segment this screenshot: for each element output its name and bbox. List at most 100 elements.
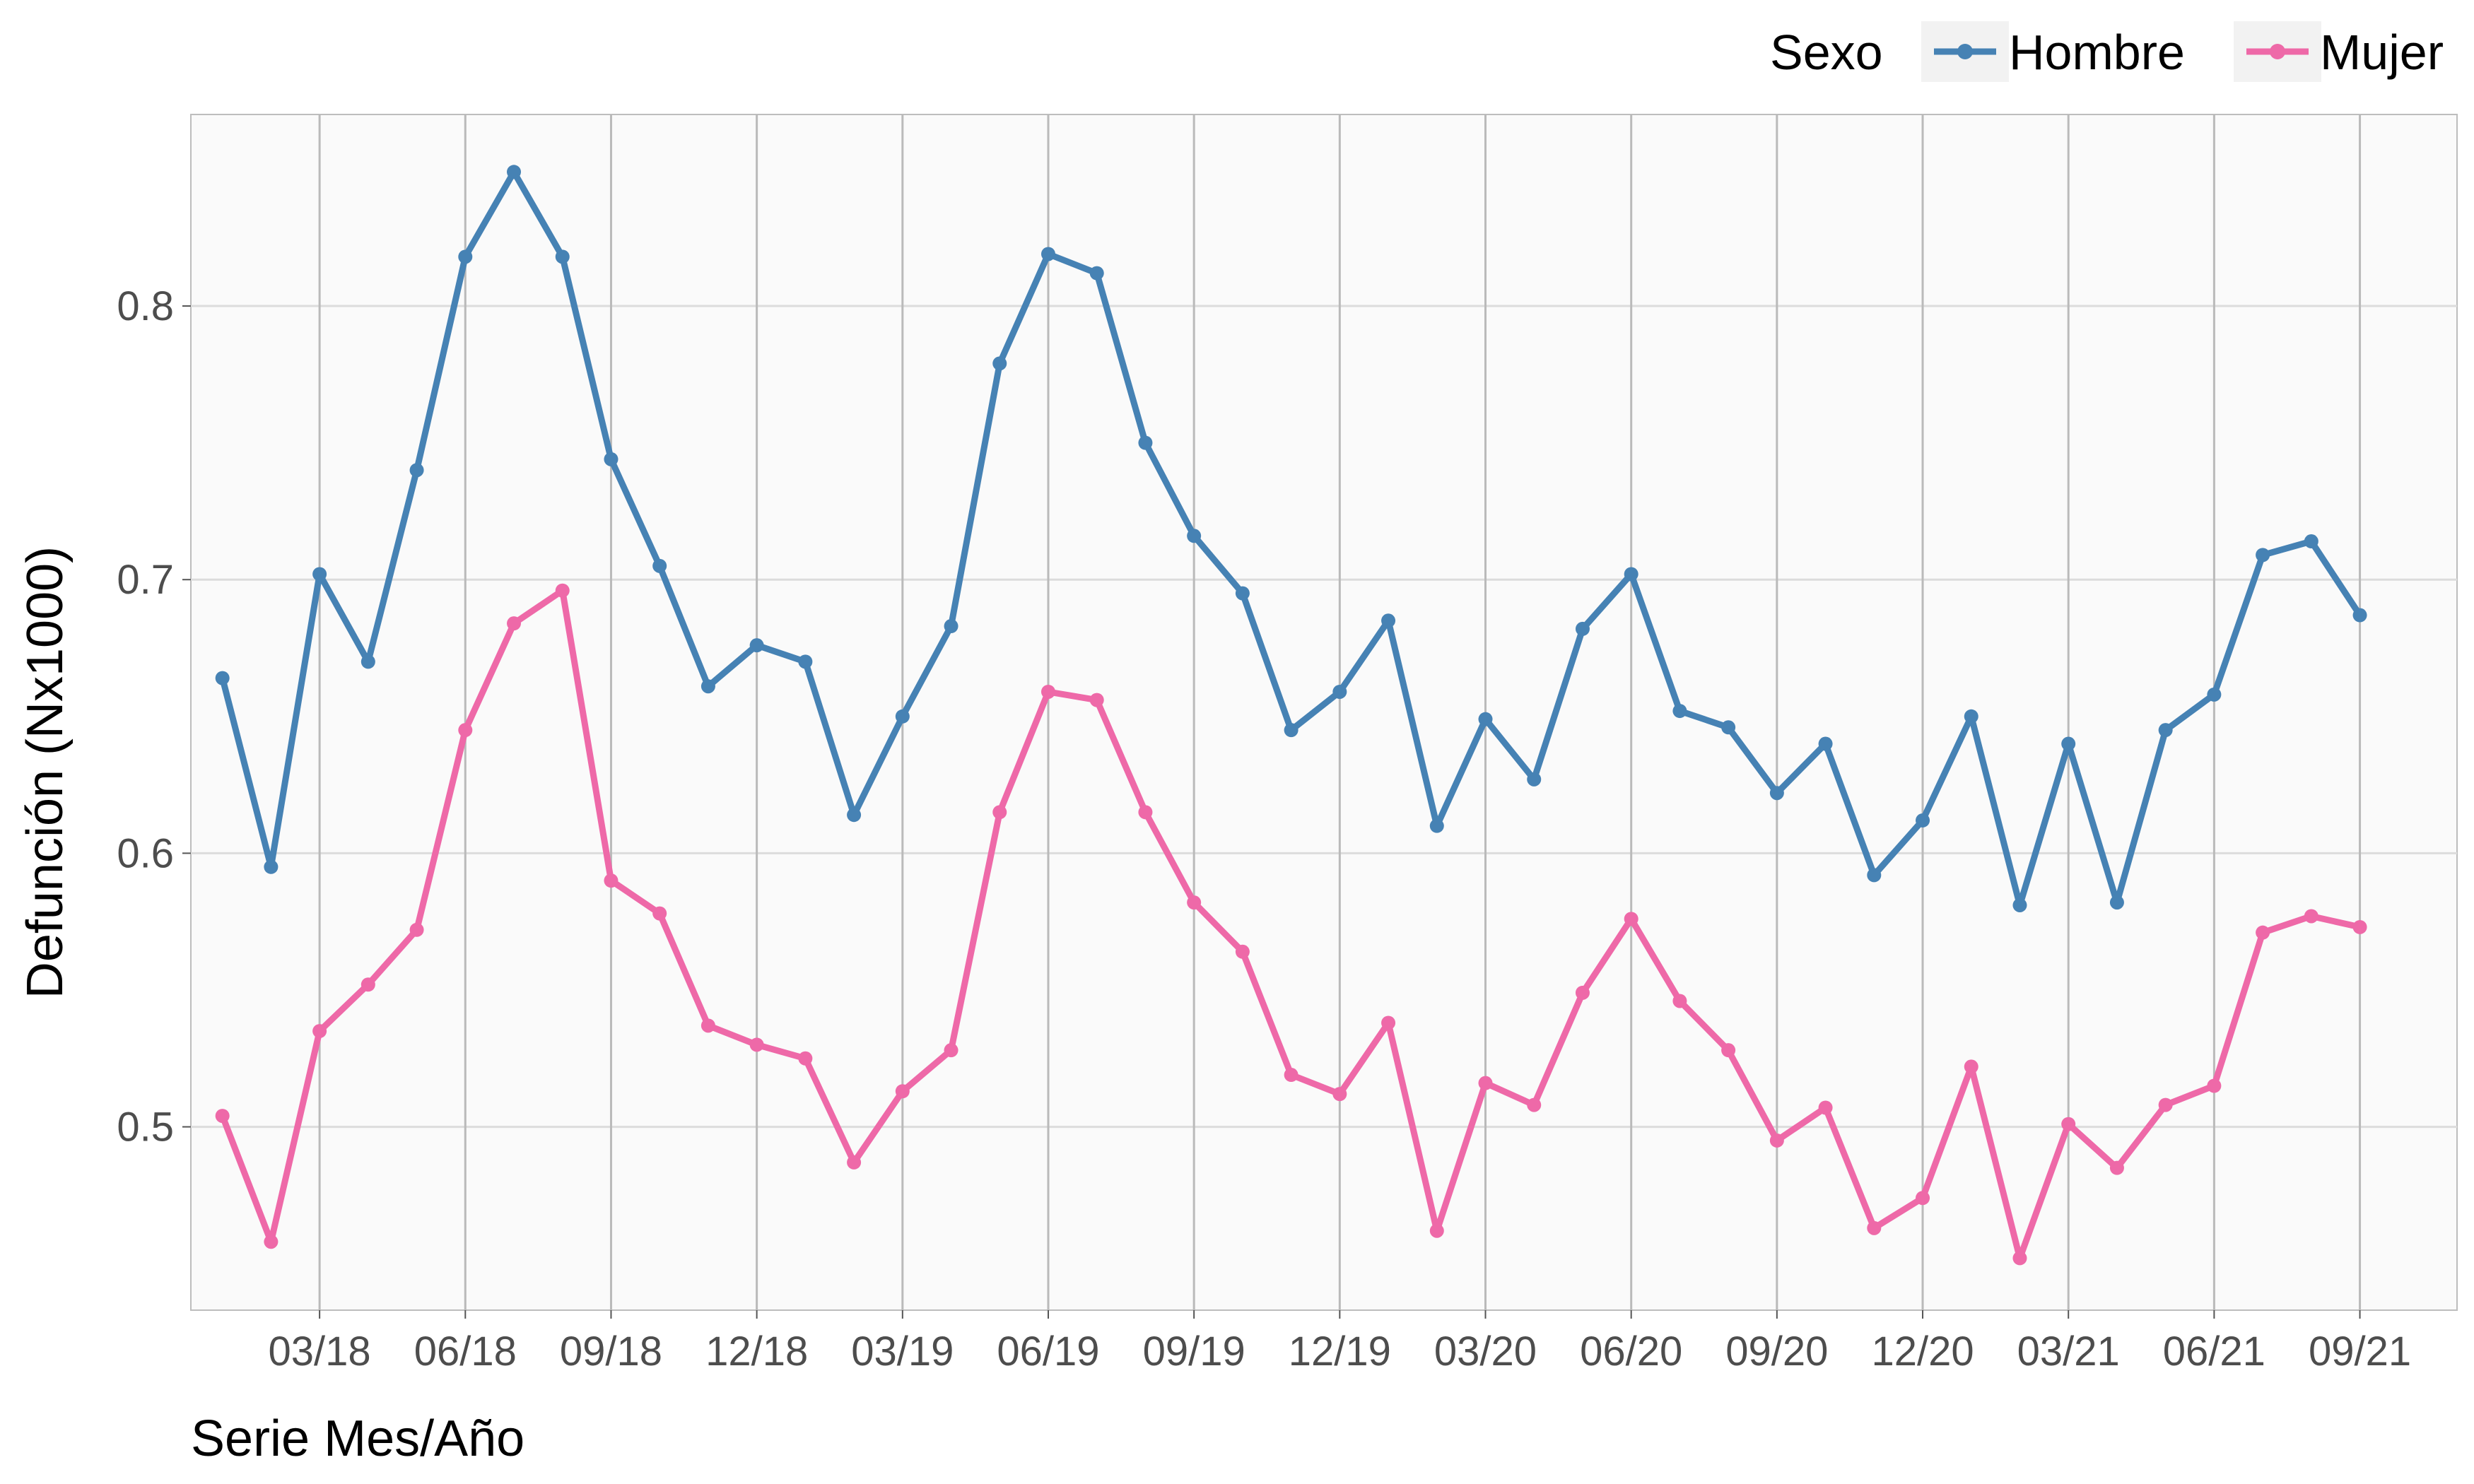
data-point-hombre bbox=[992, 356, 1007, 371]
data-point-mujer bbox=[1381, 1015, 1396, 1030]
data-point-hombre bbox=[312, 567, 327, 582]
data-point-mujer bbox=[2352, 919, 2367, 934]
x-tick-label: 06/20 bbox=[1580, 1329, 1682, 1374]
x-tick-label: 12/18 bbox=[705, 1329, 808, 1374]
data-point-hombre bbox=[1672, 704, 1687, 719]
data-point-hombre bbox=[700, 679, 715, 694]
x-tick-label: 06/19 bbox=[997, 1329, 1099, 1374]
data-point-hombre bbox=[1867, 868, 1882, 883]
data-point-mujer bbox=[798, 1051, 813, 1066]
data-point-hombre bbox=[1429, 818, 1444, 833]
data-point-mujer bbox=[1284, 1068, 1298, 1083]
x-tick-label: 09/18 bbox=[560, 1329, 662, 1374]
data-point-mujer bbox=[992, 805, 1007, 820]
data-point-hombre bbox=[749, 638, 764, 653]
data-point-mujer bbox=[1624, 912, 1638, 926]
x-tick-label: 12/20 bbox=[1871, 1329, 1974, 1374]
data-point-mujer bbox=[264, 1235, 279, 1249]
data-point-mujer bbox=[1964, 1059, 1978, 1074]
data-point-hombre bbox=[652, 558, 667, 573]
data-point-mujer bbox=[409, 922, 424, 937]
data-point-hombre bbox=[1235, 586, 1250, 601]
x-tick-label: 12/19 bbox=[1289, 1329, 1391, 1374]
data-point-mujer bbox=[555, 583, 570, 598]
data-point-mujer bbox=[1818, 1100, 1833, 1115]
data-point-hombre bbox=[1138, 435, 1153, 450]
y-tick-label: 0.8 bbox=[117, 283, 174, 329]
data-point-mujer bbox=[507, 616, 522, 631]
data-point-mujer bbox=[1235, 944, 1250, 959]
data-point-mujer bbox=[749, 1037, 764, 1052]
y-axis-title: Defunción (Nx1000) bbox=[17, 546, 74, 999]
data-point-hombre bbox=[847, 808, 862, 823]
x-tick-label: 06/18 bbox=[414, 1329, 517, 1374]
x-tick-label: 06/21 bbox=[2163, 1329, 2265, 1374]
x-tick-label: 03/21 bbox=[2017, 1329, 2120, 1374]
data-point-mujer bbox=[1478, 1076, 1493, 1090]
data-point-hombre bbox=[1089, 266, 1104, 281]
data-point-hombre bbox=[1624, 567, 1638, 582]
data-point-mujer bbox=[2061, 1117, 2076, 1131]
x-tick-label: 03/20 bbox=[1434, 1329, 1537, 1374]
data-point-mujer bbox=[847, 1155, 862, 1170]
legend-key-dot-mujer bbox=[2270, 44, 2285, 59]
data-point-hombre bbox=[2109, 895, 2124, 910]
data-point-mujer bbox=[2256, 925, 2270, 940]
x-tick-label: 03/18 bbox=[269, 1329, 371, 1374]
data-point-hombre bbox=[2207, 687, 2222, 702]
data-point-mujer bbox=[1089, 693, 1104, 707]
data-point-hombre bbox=[944, 619, 958, 634]
data-point-mujer bbox=[360, 977, 375, 992]
data-point-hombre bbox=[1527, 772, 1542, 787]
x-tick-label: 09/19 bbox=[1143, 1329, 1245, 1374]
x-tick-label: 09/20 bbox=[1725, 1329, 1828, 1374]
series-layer bbox=[215, 165, 2367, 1266]
data-point-mujer bbox=[1332, 1087, 1347, 1102]
data-point-mujer bbox=[1672, 994, 1687, 1008]
data-point-hombre bbox=[1575, 621, 1590, 636]
data-point-hombre bbox=[215, 671, 230, 685]
data-point-hombre bbox=[798, 654, 813, 669]
data-point-mujer bbox=[458, 723, 473, 738]
data-point-hombre bbox=[1040, 247, 1055, 261]
y-tick-label: 0.5 bbox=[117, 1105, 174, 1150]
data-point-mujer bbox=[1138, 805, 1153, 820]
data-point-mujer bbox=[312, 1024, 327, 1039]
data-point-hombre bbox=[360, 654, 375, 669]
data-point-hombre bbox=[1187, 529, 1202, 543]
data-point-mujer bbox=[2158, 1097, 2173, 1112]
data-point-hombre bbox=[2256, 548, 2270, 563]
y-tick-label: 0.6 bbox=[117, 830, 174, 876]
data-point-hombre bbox=[1818, 736, 1833, 751]
data-point-mujer bbox=[2012, 1251, 2027, 1266]
data-point-hombre bbox=[604, 452, 618, 466]
data-point-mujer bbox=[2109, 1160, 2124, 1175]
data-point-hombre bbox=[1332, 684, 1347, 699]
data-point-hombre bbox=[1769, 786, 1784, 801]
data-point-mujer bbox=[1916, 1191, 1930, 1206]
data-point-hombre bbox=[555, 249, 570, 264]
data-point-hombre bbox=[458, 249, 473, 264]
y-tick-label: 0.7 bbox=[117, 557, 174, 603]
data-point-hombre bbox=[1381, 613, 1396, 628]
data-point-hombre bbox=[1721, 720, 1736, 735]
data-point-mujer bbox=[1187, 895, 1202, 910]
data-point-mujer bbox=[1527, 1097, 1542, 1112]
legend-title: Sexo bbox=[1770, 25, 1883, 80]
data-point-hombre bbox=[1478, 712, 1493, 726]
legend-key-dot-hombre bbox=[1957, 44, 1973, 59]
x-axis-ticks: 03/18 06/18 09/18 12/18 03/19 06/19 09/19 12/19… bbox=[269, 1310, 2411, 1374]
data-point-hombre bbox=[1284, 723, 1298, 738]
data-point-mujer bbox=[215, 1109, 230, 1124]
data-point-mujer bbox=[1429, 1223, 1444, 1238]
data-point-mujer bbox=[604, 873, 618, 888]
data-point-mujer bbox=[700, 1018, 715, 1033]
data-point-hombre bbox=[264, 859, 279, 874]
legend-label-hombre: Hombre bbox=[2009, 25, 2185, 80]
data-point-mujer bbox=[1575, 985, 1590, 1000]
data-point-hombre bbox=[2061, 736, 2076, 751]
data-point-hombre bbox=[2158, 723, 2173, 738]
data-point-mujer bbox=[652, 906, 667, 921]
data-point-mujer bbox=[2207, 1078, 2222, 1093]
